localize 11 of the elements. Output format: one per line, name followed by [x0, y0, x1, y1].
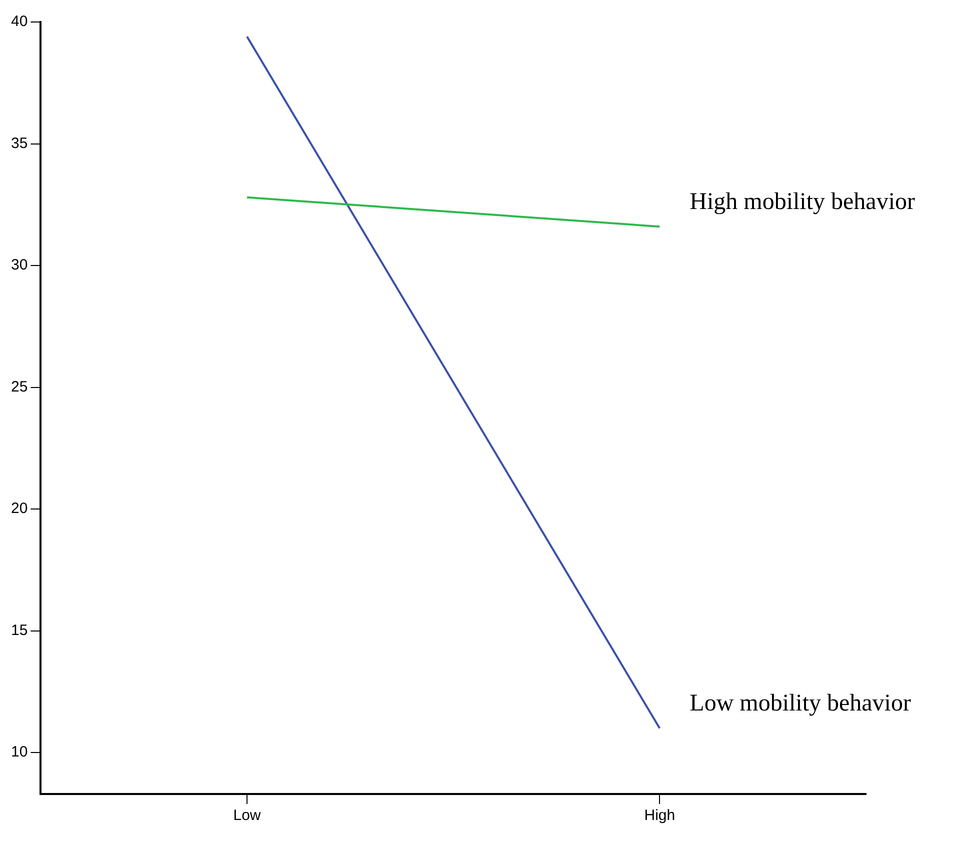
y-tick-label: 40 [10, 13, 28, 30]
series-label: High mobility behavior [690, 188, 915, 215]
y-tick-label: 20 [10, 500, 28, 518]
x-tick-label: Low [233, 807, 261, 824]
y-tick-label: 15 [10, 622, 28, 639]
y-tick-label: 25 [10, 378, 28, 396]
x-tick-label: High [644, 807, 676, 824]
y-tick-label: 10 [10, 744, 28, 761]
y-tick-label: 30 [10, 256, 28, 274]
series-label: Low mobility behavior [690, 690, 911, 717]
y-tick-label: 35 [10, 134, 28, 152]
